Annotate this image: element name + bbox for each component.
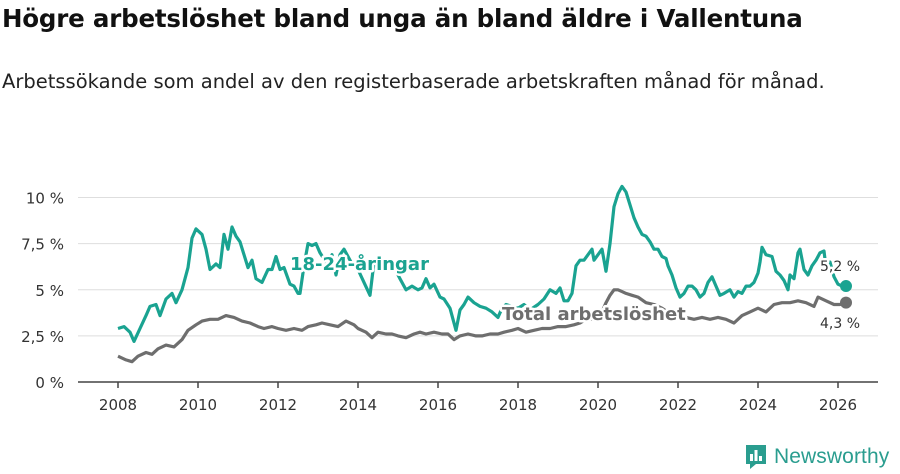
y-axis-tick-labels: 0 % 2,5 % 5 % 7,5 % 10 %	[21, 190, 64, 393]
newsworthy-logo: Newsworthy	[744, 444, 889, 470]
end-value-label-total: 4,3 %	[820, 316, 860, 332]
series-end-dot-total	[840, 296, 852, 309]
y-tick-label: 0 %	[35, 374, 64, 392]
series-end-dot-youth	[840, 280, 852, 293]
x-tick-label: 2024	[739, 396, 777, 414]
x-tick-label: 2026	[819, 396, 857, 414]
y-tick-label: 10 %	[26, 190, 64, 208]
x-tick-label: 2022	[659, 396, 697, 414]
x-tick-label: 2018	[499, 396, 537, 414]
newsworthy-logo-icon	[746, 445, 766, 469]
chart-title: Högre arbetslöshet bland unga än bland ä…	[2, 4, 803, 33]
series-labels: 18-24-åringar Total arbetslöshet 5,2 % 4,3 …	[288, 251, 863, 335]
end-value-label-youth: 5,2 %	[820, 259, 860, 275]
x-axis: 2008 2010 2012 2014 2016 2018 2020 2022 2024 2026	[78, 381, 878, 414]
y-tick-label: 5 %	[35, 282, 64, 300]
x-tick-label: 2012	[259, 396, 297, 414]
x-tick-label: 2016	[419, 396, 457, 414]
series-label-total: Total arbetslöshet	[502, 304, 686, 325]
series-line-youth	[117, 184, 846, 343]
chart-subtitle: Arbetssökande som andel av den registerb…	[2, 70, 825, 93]
series-line-total	[117, 288, 847, 364]
series-lines	[117, 184, 852, 364]
series-label-youth: 18-24-åringar	[290, 253, 429, 275]
x-tick-label: 2010	[179, 396, 217, 414]
y-tick-label: 7,5 %	[21, 236, 64, 254]
y-tick-label: 2,5 %	[21, 328, 64, 346]
x-tick-label: 2008	[99, 396, 137, 414]
brand-name: Newsworthy	[774, 445, 890, 468]
x-tick-label: 2020	[579, 396, 617, 414]
x-tick-label: 2014	[339, 396, 377, 414]
